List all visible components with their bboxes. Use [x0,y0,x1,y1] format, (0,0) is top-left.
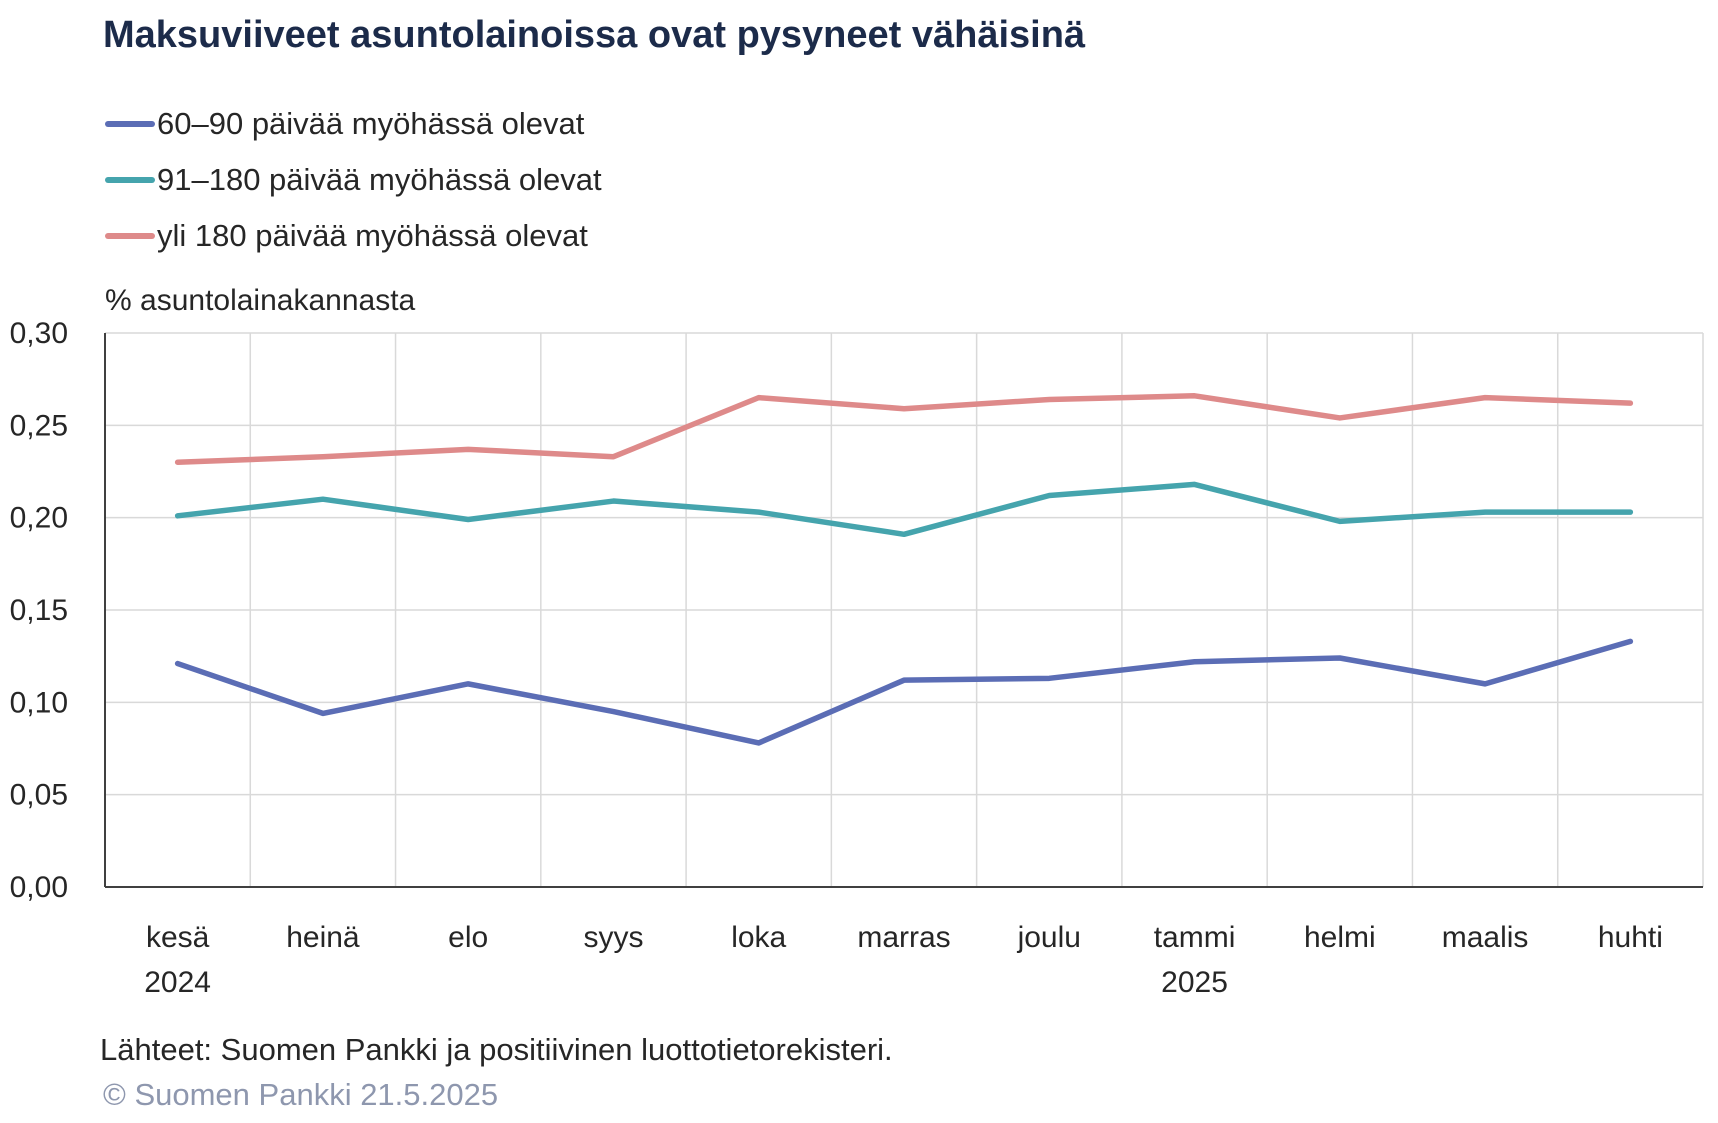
y-tick-label: 0,05 [10,779,68,812]
legend-label-over-180: yli 180 päivää myöhässä olevat [157,218,588,253]
x-tick-labels: kesä 2024 heinä elo syys loka marras joulu tammi… [144,921,1663,999]
legend-item-60-90: 60–90 päivää myöhässä olevat [105,96,602,152]
x-tick-label: helmi [1304,921,1376,954]
x-tick-label: loka [731,921,786,954]
x-tick-label: marras [857,921,950,954]
grid-lines [105,332,1704,887]
x-tick-label: elo [448,921,488,954]
y-tick-label: 0,10 [10,686,68,719]
y-tick-label: 0,15 [10,594,68,627]
copyright-note: © Suomen Pankki 21.5.2025 [103,1077,499,1112]
x-tick-label: huhti [1598,921,1663,954]
chart-title: Maksuviiveet asuntolainoissa ovat pysyne… [103,14,1086,56]
y-tick-label: 0,00 [10,871,68,904]
x-year-label: 2024 [144,966,211,999]
y-axis-unit-label: % asuntolainakannasta [105,284,416,317]
y-tick-label: 0,30 [10,317,68,350]
legend-label-60-90: 60–90 päivää myöhässä olevat [157,106,585,141]
y-tick-labels: 0,00 0,05 0,10 0,15 0,20 0,25 0,30 [10,317,68,904]
legend-item-over-180: yli 180 päivää myöhässä olevat [105,208,602,264]
x-tick-label: heinä [286,921,360,954]
y-tick-label: 0,25 [10,409,68,442]
legend-swatch-91-180 [105,177,155,183]
series-lines [174,393,1634,746]
legend: 60–90 päivää myöhässä olevat 91–180 päiv… [105,96,602,264]
x-tick-label: kesä [146,921,210,954]
axes [104,333,1703,888]
legend-swatch-over-180 [105,233,155,239]
x-tick-label: tammi [1154,921,1236,954]
legend-item-91-180: 91–180 päivää myöhässä olevat [105,152,602,208]
legend-swatch-60-90 [105,121,155,127]
legend-label-91-180: 91–180 päivää myöhässä olevat [157,162,602,197]
x-tick-label: joulu [1017,921,1081,954]
x-tick-label: maalis [1442,921,1529,954]
source-note: Lähteet: Suomen Pankki ja positiivinen l… [100,1032,893,1067]
x-year-label: 2025 [1161,966,1228,999]
x-tick-label: syys [583,921,643,954]
y-tick-label: 0,20 [10,502,68,535]
